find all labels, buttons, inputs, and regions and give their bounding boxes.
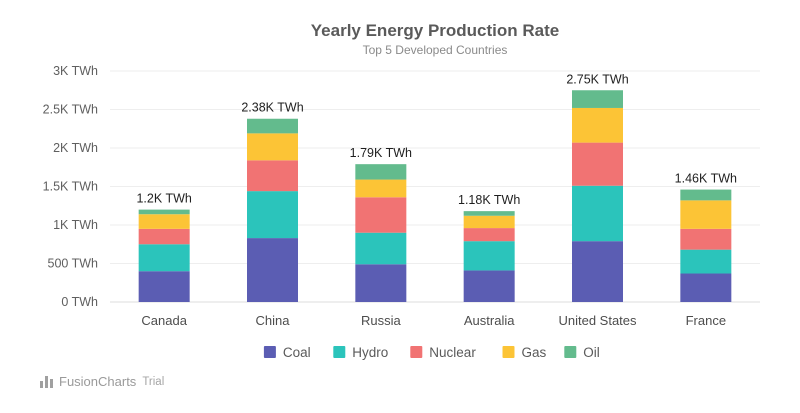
legend-label-nuclear: Nuclear [429,345,476,360]
bar-australia-coal[interactable] [463,270,515,302]
bar-russia-nuclear[interactable] [355,197,407,233]
y-tick-label: 3K TWh [53,64,98,78]
bar-russia-coal[interactable] [355,264,407,302]
bar-france-coal[interactable] [680,273,732,302]
bar-china-nuclear[interactable] [247,160,298,192]
bar-china-hydro[interactable] [247,191,298,239]
bar-russia-oil[interactable] [355,164,407,180]
total-label-france: 1.46K TWh [675,172,737,186]
legend-item-gas[interactable]: Gas [502,345,547,360]
bar-australia-nuclear[interactable] [463,228,515,242]
legend-swatch-coal [263,346,276,358]
x-axis: Canada China Russia Australia United States F… [141,313,726,328]
y-tick-label: 2K TWh [53,141,98,155]
bar-france-nuclear[interactable] [680,228,732,250]
fusioncharts-logo-icon [40,375,53,388]
legend-item-nuclear[interactable]: Nuclear [410,345,476,360]
bar-australia-hydro[interactable] [463,241,515,271]
total-labels: 1.2K TWh 2.38K TWh 1.79K TWh 1.18K TWh 2.75K… [136,72,737,207]
bar-canada-gas[interactable] [138,214,190,229]
fusioncharts-watermark: FusionCharts Trial [40,374,164,389]
bars [138,90,732,302]
legend-label-oil: Oil [583,345,600,360]
y-tick-label: 500 TWh [48,257,99,271]
bar-canada-coal[interactable] [138,271,190,302]
legend-label-hydro: Hydro [352,345,388,360]
y-tick-label: 1.5K TWh [43,180,98,194]
legend: Coal Hydro Nuclear Gas Oil [263,345,600,360]
bar-france-oil[interactable] [680,189,732,201]
legend-swatch-nuclear [410,346,423,358]
bar-france-gas[interactable] [680,200,732,229]
legend-swatch-oil [564,346,577,358]
bar-united-states-oil[interactable] [572,90,623,108]
bar-united-states-gas[interactable] [572,107,623,143]
bar-canada-nuclear[interactable] [138,228,190,245]
x-tick-label-united-states: United States [558,313,637,328]
bar-china-oil[interactable] [247,118,298,134]
legend-label-coal: Coal [283,345,311,360]
legend-item-hydro[interactable]: Hydro [333,345,388,360]
x-tick-label-canada: Canada [141,313,187,328]
bar-china-coal[interactable] [247,238,298,302]
x-tick-label-australia: Australia [464,313,515,328]
legend-swatch-hydro [333,346,346,358]
watermark-brand: FusionCharts [59,374,137,389]
bar-france-hydro[interactable] [680,249,732,274]
y-tick-label: 2.5K TWh [43,103,98,117]
bar-united-states-nuclear[interactable] [572,142,623,186]
total-label-russia: 1.79K TWh [350,146,412,160]
legend-label-gas: Gas [522,345,547,360]
x-tick-label-china: China [256,313,291,328]
bar-china-gas[interactable] [247,133,298,161]
bar-united-states-coal[interactable] [572,241,623,302]
y-axis: 0 TWh 500 TWh 1K TWh 1.5K TWh 2K TWh 2.5K TWh… [43,64,98,309]
legend-item-coal[interactable]: Coal [263,345,311,360]
y-tick-label: 0 TWh [61,295,98,309]
total-label-canada: 1.2K TWh [136,192,191,206]
bar-russia-gas[interactable] [355,179,407,198]
bar-canada-hydro[interactable] [138,244,190,272]
total-label-australia: 1.18K TWh [458,193,520,207]
x-tick-label-russia: Russia [361,313,402,328]
bar-australia-gas[interactable] [463,215,515,229]
x-tick-label-france: France [686,313,726,328]
bar-australia-oil[interactable] [463,211,515,216]
gridlines [110,70,760,303]
legend-item-oil[interactable]: Oil [564,345,600,360]
watermark-trial: Trial [142,375,165,388]
bar-russia-hydro[interactable] [355,232,407,265]
bar-united-states-hydro[interactable] [572,185,623,242]
chart-subtitle: Top 5 Developed Countries [363,43,508,57]
bar-canada-oil[interactable] [138,209,190,215]
total-label-united-states: 2.75K TWh [566,72,628,86]
total-label-china: 2.38K TWh [241,101,303,115]
legend-swatch-gas [502,346,515,358]
y-tick-label: 1K TWh [53,218,98,232]
chart-title: Yearly Energy Production Rate [311,21,559,40]
